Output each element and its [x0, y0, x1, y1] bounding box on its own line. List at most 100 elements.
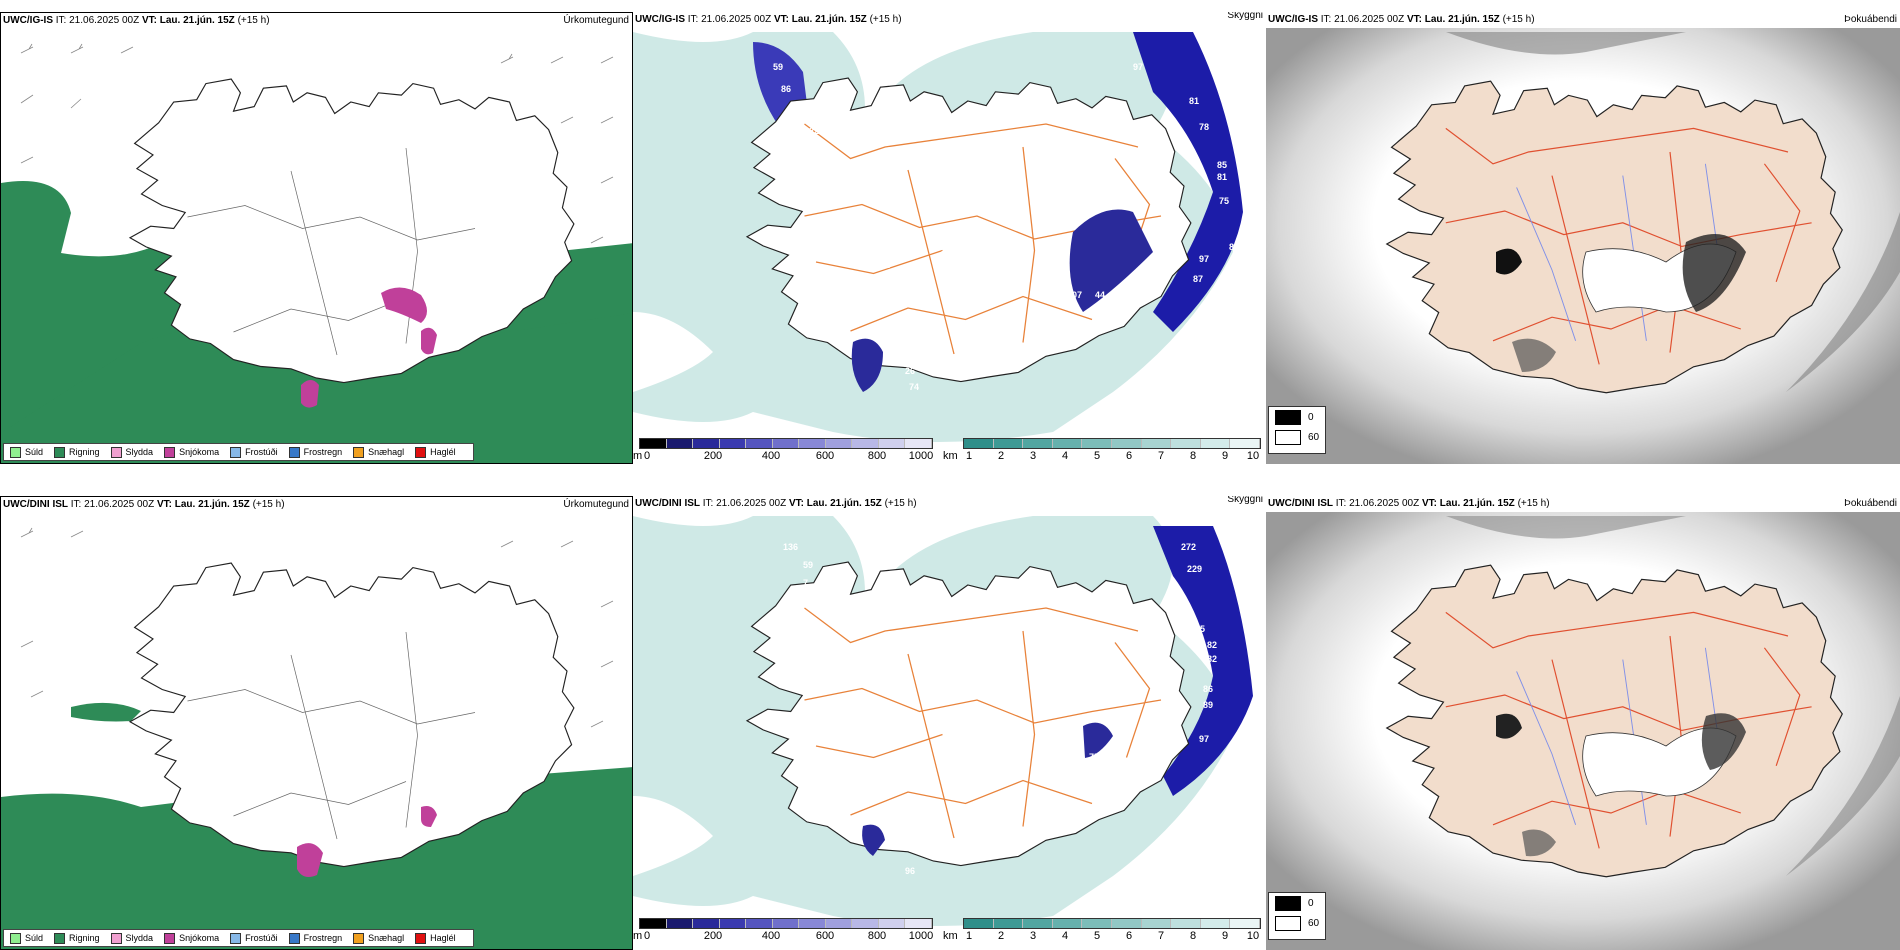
panel-header: UWC/IG-IS IT: 21.06.2025 00Z VT: Lau. 21…: [1266, 12, 1900, 28]
tick-label: 2: [997, 930, 1005, 942]
fog-indicator-legend: 0 60: [1268, 406, 1326, 454]
tick-label: 4: [1061, 450, 1069, 462]
tick-label: 1: [965, 450, 973, 462]
svg-text:97: 97: [1199, 254, 1209, 264]
model-name: UWC/DINI ISL: [635, 498, 700, 509]
tick-label: 5: [1093, 930, 1101, 942]
legend-item: Snjókoma: [164, 446, 219, 458]
svg-text:44: 44: [1095, 290, 1105, 300]
svg-text:27: 27: [969, 352, 979, 362]
init-time: IT: 21.06.2025 00Z: [55, 15, 140, 26]
vt-label: VT:: [1421, 498, 1437, 509]
valid-time: Lau. 21.jún. 15Z: [1424, 14, 1500, 25]
valid-time: Lau. 21.jún. 15Z: [791, 14, 867, 25]
init-time: IT: 21.06.2025 00Z: [702, 498, 787, 509]
tick-label: 7: [1157, 450, 1165, 462]
visibility-colorbar-bar: [963, 438, 1261, 449]
svg-text:97: 97: [1199, 734, 1209, 744]
tick-label: 1000: [908, 450, 934, 462]
svg-text:298: 298: [973, 366, 988, 376]
vt-label: VT:: [788, 498, 804, 509]
tick-label: 8: [1189, 450, 1197, 462]
fog-indicator-panel-dini: UWC/DINI ISL IT: 21.06.2025 00Z VT: Lau.…: [1266, 496, 1900, 950]
legend-item: 60: [1269, 913, 1325, 933]
legend-item: Snjókoma: [164, 932, 219, 944]
svg-text:56: 56: [1057, 312, 1067, 322]
svg-text:54: 54: [1163, 204, 1173, 214]
legend-item: Súld: [10, 446, 43, 458]
model-name: UWC/IG-IS: [3, 15, 53, 26]
snow-area-east: [421, 806, 437, 827]
tick-label: 400: [761, 930, 781, 942]
fog-indicator-panel-igis: UWC/IG-IS IT: 21.06.2025 00Z VT: Lau. 21…: [1266, 12, 1900, 464]
tick-label: 7: [1157, 930, 1165, 942]
valid-time: Lau. 21.jún. 15Z: [806, 498, 882, 509]
tick-label: 1000: [908, 930, 934, 942]
legend-item: Snæhagl: [353, 932, 404, 944]
valid-time: Lau. 21.jún. 15Z: [1439, 498, 1515, 509]
low-cloud-south: [851, 338, 883, 392]
model-name: UWC/IG-IS: [1268, 14, 1318, 25]
svg-text:75: 75: [1219, 196, 1229, 206]
legend-item: 0: [1269, 407, 1325, 427]
model-name: UWC/DINI ISL: [1268, 498, 1333, 509]
legend-item: Frostregn: [288, 932, 342, 944]
tick-label: 200: [703, 450, 723, 462]
height-unit: m: [633, 930, 643, 942]
init-time: IT: 21.06.2025 00Z: [70, 499, 155, 510]
visibility-panel-dini: UWC/DINI ISL IT: 21.06.2025 00Z VT: Lau.…: [633, 496, 1266, 950]
svg-text:59: 59: [803, 560, 813, 570]
visibility-unit: km: [943, 930, 958, 942]
svg-text:52: 52: [1155, 274, 1165, 284]
height-colorbar: m 0 200 400 600 800 1000: [633, 918, 935, 944]
legend-item: Snæhagl: [353, 446, 404, 458]
visibility-map: 59 86 44 220 7 107 100 27 82 257 26 74 2…: [633, 32, 1243, 442]
roads-outline: [187, 147, 476, 356]
tick-label: 8: [1189, 930, 1197, 942]
precip-map: [1, 527, 632, 949]
legend-item: Haglél: [415, 932, 456, 944]
svg-text:13: 13: [909, 844, 919, 854]
svg-text:81: 81: [1189, 96, 1199, 106]
lead-time: (+15 h): [1502, 14, 1535, 25]
tick-label: 6: [1125, 930, 1133, 942]
tick-label: 9: [1221, 450, 1229, 462]
svg-text:82: 82: [1207, 640, 1217, 650]
legend-item: Frostregn: [288, 446, 342, 458]
low-cloud-southeast: [1069, 209, 1153, 312]
precip-legend: Súld Rigning Slydda Snjókoma Frostúði Fr…: [3, 929, 474, 947]
tick-label: 9: [1221, 930, 1229, 942]
svg-text:257: 257: [901, 348, 916, 358]
height-colorbar-bar: [639, 438, 933, 449]
tick-label: 1: [965, 930, 973, 942]
height-colorbar-bar: [639, 918, 933, 929]
model-name: UWC/IG-IS: [635, 14, 685, 25]
svg-text:80: 80: [1229, 242, 1239, 252]
vt-label: VT:: [156, 499, 172, 510]
valid-time: Lau. 21.jún. 15Z: [174, 499, 250, 510]
precip-type-panel-dini: UWC/DINI ISL IT: 21.06.2025 00Z VT: Lau.…: [0, 496, 633, 950]
svg-text:95: 95: [1195, 624, 1205, 634]
svg-text:107: 107: [877, 260, 892, 270]
low-cloud-east: [1133, 32, 1243, 332]
tick-label: 200: [703, 930, 723, 942]
svg-text:89: 89: [1203, 700, 1213, 710]
visibility-colorbar-bar: [963, 918, 1261, 929]
tick-label: 10: [1246, 930, 1260, 942]
height-colorbar: m 0 200 400 600 800 1000: [633, 438, 935, 464]
svg-text:82: 82: [933, 352, 943, 362]
svg-text:201: 201: [871, 718, 886, 728]
legend-item: Slydda: [110, 932, 153, 944]
init-time: IT: 21.06.2025 00Z: [1320, 14, 1405, 25]
valid-time: Lau. 21.jún. 15Z: [159, 15, 235, 26]
tick-label: 600: [815, 450, 835, 462]
svg-text:44: 44: [801, 104, 811, 114]
vt-label: VT:: [141, 15, 157, 26]
lead-time: (+15 h): [1517, 498, 1550, 509]
panel-title: Skyggni: [1227, 496, 1263, 505]
panel-title: Úrkomutegund: [563, 15, 629, 26]
panel-header: UWC/DINI ISL IT: 21.06.2025 00Z VT: Lau.…: [633, 496, 1266, 512]
svg-text:56: 56: [1167, 234, 1177, 244]
svg-text:7: 7: [809, 154, 814, 164]
legend-item: 60: [1269, 427, 1325, 447]
